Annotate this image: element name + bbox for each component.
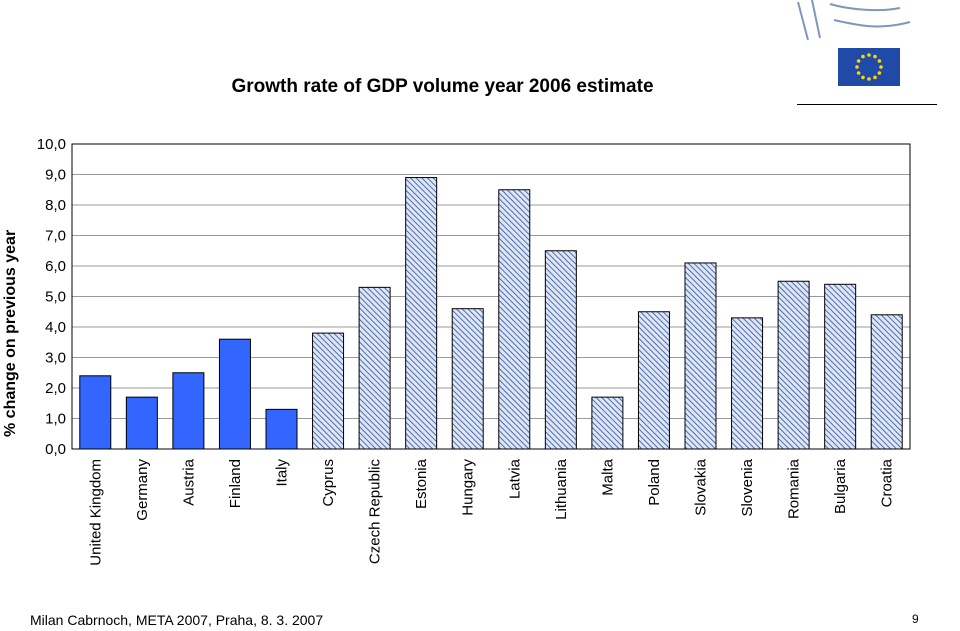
- flag-star: [877, 71, 882, 75]
- bar-bulgaria: [824, 283, 857, 450]
- category-label: Latvia: [506, 458, 523, 499]
- flag-star: [877, 59, 882, 63]
- category-label: Cyprus: [320, 459, 337, 507]
- bar-italy: [265, 408, 298, 450]
- y-tick-label: 9,0: [45, 167, 66, 184]
- category-label: Bulgaria: [832, 458, 849, 514]
- y-tick-label: 7,0: [45, 228, 66, 245]
- y-tick-label: 10,0: [37, 136, 66, 153]
- flag-star: [855, 65, 859, 69]
- logo: [790, 0, 940, 105]
- category-label: Romania: [786, 458, 803, 519]
- category-label: Estonia: [413, 458, 430, 509]
- plot-frame: [71, 143, 911, 450]
- bar-slovenia: [731, 317, 764, 450]
- bar-germany: [125, 396, 158, 450]
- category-label: Slovakia: [693, 458, 710, 515]
- bar-austria: [172, 372, 205, 450]
- bar-lithuania: [544, 250, 577, 450]
- flag-star: [856, 71, 861, 75]
- bar-romania: [777, 280, 810, 450]
- category-label: Austria: [180, 458, 197, 505]
- category-label: Slovenia: [739, 458, 756, 516]
- bar-malta: [591, 396, 624, 450]
- bar-hungary: [451, 308, 484, 450]
- flag-star: [873, 75, 877, 80]
- y-tick-label: 6,0: [45, 258, 66, 275]
- bar-slovakia: [684, 262, 717, 450]
- header-rule: [797, 104, 937, 105]
- category-label: Poland: [646, 459, 663, 506]
- category-label: Czech Republic: [367, 459, 384, 565]
- category-label: Lithuania: [553, 458, 570, 520]
- y-tick-label: 1,0: [45, 411, 66, 428]
- category-label: Finland: [227, 459, 244, 508]
- flag-star: [867, 77, 871, 81]
- flag-star: [861, 54, 865, 59]
- bar-finland: [218, 338, 251, 450]
- category-label: Italy: [274, 459, 291, 487]
- y-tick-label: 0,0: [45, 441, 66, 458]
- category-label: Croatia: [879, 458, 896, 507]
- page-number: 9: [912, 612, 919, 626]
- eu-flag-icon: [797, 0, 911, 86]
- y-tick-label: 4,0: [45, 319, 66, 336]
- bar-chart: 0,0 1,0 2,0 3,0 4,0 5,0 6,0 7,0 8,0 9,0 10,0 Unite…: [37, 136, 911, 566]
- y-tick-label: 3,0: [45, 350, 66, 367]
- flag-star: [856, 59, 861, 63]
- bar-estonia: [405, 177, 438, 450]
- flag-star: [867, 53, 871, 57]
- category-label: United Kingdom: [87, 459, 104, 566]
- bar-czech-republic: [358, 286, 391, 450]
- bar-poland: [637, 311, 670, 450]
- chart-title: Growth rate of GDP volume year 2006 esti…: [231, 76, 654, 97]
- category-label: Hungary: [460, 459, 477, 516]
- y-tick-label: 8,0: [45, 197, 66, 214]
- bar-croatia: [870, 314, 903, 450]
- category-label: Germany: [134, 459, 151, 521]
- footer-text: Milan Cabrnoch, META 2007, Praha, 8. 3. …: [30, 612, 324, 628]
- y-tick-label: 5,0: [45, 289, 66, 306]
- flag-star: [861, 75, 865, 80]
- bar-latvia: [498, 189, 531, 450]
- y-tick-label: 2,0: [45, 380, 66, 397]
- flag-star: [873, 54, 877, 59]
- bar-united-kingdom: [79, 375, 112, 450]
- flag-star: [879, 65, 883, 69]
- bar-cyprus: [312, 332, 345, 450]
- category-label: Malta: [599, 458, 616, 495]
